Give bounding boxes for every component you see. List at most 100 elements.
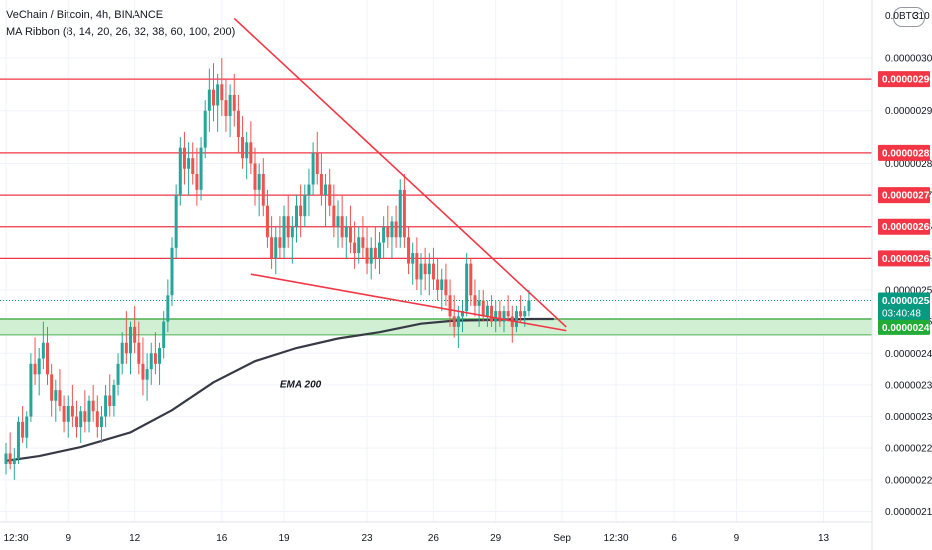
- indicator-label: MA Ribbon (8, 14, 20, 26, 32, 38, 60, 10…: [6, 26, 236, 38]
- y-tick-label: 0.00000238: [885, 380, 932, 391]
- y-tick-label: 0.00000226: [885, 444, 932, 455]
- candle-body: [70, 406, 74, 417]
- candle-body: [452, 316, 456, 327]
- candle-body: [249, 142, 253, 164]
- resistance-price-tag-bg: [878, 250, 930, 267]
- candle-body: [241, 137, 245, 159]
- x-tick-label: 12:30: [3, 533, 28, 544]
- currency-label[interactable]: BTC: [893, 7, 925, 27]
- candle-body: [431, 263, 435, 280]
- candle-body: [523, 311, 527, 317]
- candle-body: [25, 416, 29, 438]
- x-tick-label: 29: [490, 533, 502, 544]
- candle-body: [116, 363, 120, 385]
- resistance-price-tag: 0.00000262: [882, 254, 932, 265]
- candle-body: [398, 189, 402, 238]
- candle-body: [527, 300, 531, 312]
- candle-body: [278, 237, 282, 248]
- candle-body: [203, 110, 207, 148]
- candle-body: [4, 453, 8, 464]
- candle-body: [506, 311, 510, 317]
- resistance-price-tag-bg: [878, 144, 930, 161]
- candle-body: [245, 142, 249, 159]
- candle-body: [324, 184, 328, 196]
- candle-body: [87, 400, 91, 422]
- support-zone: [0, 319, 872, 335]
- chart-title: VeChain / Bitcoin, 4h, BINANCE: [6, 9, 164, 21]
- candle-body: [149, 353, 153, 370]
- candle-body: [58, 390, 62, 406]
- current-price-tag: 0.00000254: [882, 296, 932, 307]
- wedge-upper-line: [233, 17, 567, 328]
- wedge-lower-line: [250, 273, 567, 332]
- ema-200-label: EMA 200: [280, 380, 322, 391]
- candles-group: [4, 58, 531, 480]
- candle-body: [303, 195, 307, 217]
- candle-body: [104, 395, 108, 417]
- y-tick-label: 0.00000232: [885, 412, 932, 423]
- support-price-tag: 0.00000249: [882, 323, 932, 334]
- candle-body: [228, 94, 232, 116]
- candle-body: [419, 263, 423, 280]
- candle-body: [62, 406, 66, 422]
- candle-body: [232, 94, 236, 111]
- candle-body: [286, 216, 290, 238]
- candle-body: [311, 152, 315, 185]
- candle-body: [174, 195, 178, 248]
- candle-body: [448, 295, 452, 317]
- candle-body: [99, 416, 103, 428]
- candle-body: [120, 342, 124, 364]
- candle-body: [328, 184, 332, 206]
- candle-body: [299, 205, 303, 217]
- candle-body: [373, 247, 377, 259]
- candle-body: [29, 363, 33, 417]
- candle-body: [46, 342, 49, 375]
- resistance-price-tag-bg: [878, 71, 930, 88]
- x-tick-label: 12: [129, 533, 141, 544]
- x-tick-label: 12:30: [604, 533, 629, 544]
- candle-body: [332, 205, 336, 227]
- candle-body: [485, 305, 489, 317]
- candle-body: [465, 263, 469, 312]
- candle-body: [41, 342, 45, 359]
- candle-body: [95, 411, 99, 428]
- candle-body: [402, 189, 406, 238]
- candle-body: [456, 316, 460, 327]
- candle-body: [340, 216, 344, 238]
- x-tick-label: 26: [428, 533, 440, 544]
- x-tick-label: 23: [361, 533, 373, 544]
- candle-body: [436, 279, 440, 290]
- candle-body: [195, 174, 199, 190]
- resistance-price-tag-bg: [878, 187, 930, 204]
- y-tick-label: 0.00000214: [885, 507, 932, 518]
- candle-body: [344, 226, 348, 238]
- candle-body: [253, 163, 257, 190]
- candle-body: [129, 326, 132, 354]
- candle-body: [66, 406, 70, 422]
- candle-body: [16, 421, 20, 459]
- candle-body: [21, 421, 25, 438]
- candle-body: [295, 205, 298, 227]
- candle-body: [83, 411, 87, 422]
- candle-body: [199, 147, 203, 190]
- candle-body: [477, 300, 481, 306]
- candle-body: [108, 395, 112, 406]
- candle-body: [411, 253, 415, 264]
- candle-body: [37, 358, 41, 375]
- ema-200-line: [5, 317, 554, 462]
- candle-body: [216, 84, 220, 106]
- candle-body: [191, 158, 195, 174]
- candle-body: [440, 279, 444, 290]
- candle-body: [336, 216, 340, 227]
- candle-body: [261, 174, 265, 206]
- candle-body: [282, 216, 286, 248]
- resistance-price-tag: 0.00000282: [882, 148, 932, 159]
- x-tick-label: 9: [65, 533, 71, 544]
- candle-body: [519, 311, 523, 317]
- candle-body: [369, 247, 373, 264]
- candle-body: [319, 174, 323, 196]
